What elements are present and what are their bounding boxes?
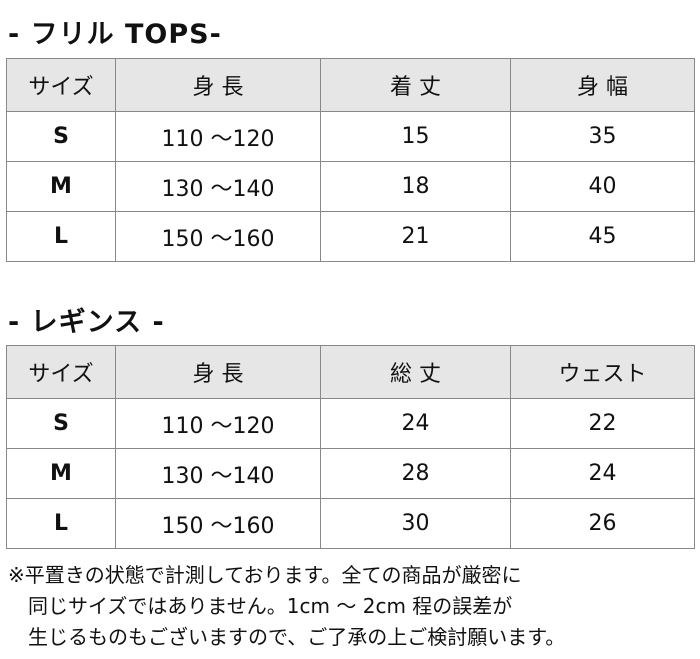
size-cell: L: [6, 211, 116, 262]
cell: 30: [320, 498, 511, 549]
note-line: ※平置きの状態で計測しております。全ての商品が厳密に: [8, 563, 522, 587]
table-row: S 110 ～120 15 35: [6, 111, 695, 162]
size-cell: S: [6, 398, 116, 449]
cell: 28: [320, 448, 511, 499]
cell: 22: [510, 398, 695, 449]
table-row: L 150 ～160 30 26: [6, 498, 695, 549]
header-cell: サイズ: [6, 58, 116, 112]
cell: 35: [510, 111, 695, 162]
header-cell: 着 丈: [320, 58, 511, 112]
cell: 18: [320, 161, 511, 212]
cell: 26: [510, 498, 695, 549]
note-line: 生じるものもございますので、ご了承の上ご検討願います。: [8, 625, 566, 649]
cell: 40: [510, 161, 695, 212]
table-row: M 130 ～140 18 40: [6, 161, 695, 212]
header-cell: ウェスト: [510, 345, 695, 399]
size-cell: M: [6, 161, 116, 212]
tops-title: - フリル TOPS-: [8, 19, 222, 50]
cell: 110 ～120: [115, 111, 321, 162]
cell: 15: [320, 111, 511, 162]
header-cell: 身 長: [115, 345, 321, 399]
cell: 24: [510, 448, 695, 499]
header-cell: サイズ: [6, 345, 116, 399]
cell: 24: [320, 398, 511, 449]
table-header-row: サイズ 身 長 着 丈 身 幅: [6, 58, 695, 112]
size-cell: S: [6, 111, 116, 162]
cell: 130 ～140: [115, 161, 321, 212]
table-header-row: サイズ 身 長 総 丈 ウェスト: [6, 345, 695, 399]
cell: 150 ～160: [115, 498, 321, 549]
cell: 110 ～120: [115, 398, 321, 449]
table-row: M 130 ～140 28 24: [6, 448, 695, 499]
table-row: L 150 ～160 21 45: [6, 211, 695, 262]
table-row: S 110 ～120 24 22: [6, 398, 695, 449]
note-line: 同じサイズではありません。1cm ～ 2cm 程の誤差が: [8, 594, 513, 618]
cell: 21: [320, 211, 511, 262]
size-cell: M: [6, 448, 116, 499]
cell: 45: [510, 211, 695, 262]
cell: 130 ～140: [115, 448, 321, 499]
size-cell: L: [6, 498, 116, 549]
header-cell: 身 長: [115, 58, 321, 112]
header-cell: 総 丈: [320, 345, 511, 399]
leggings-title: - レギンス -: [8, 307, 165, 338]
tops-size-table: サイズ 身 長 着 丈 身 幅 S 110 ～120 15 35 M 130 ～140 1…: [6, 58, 695, 262]
measurement-note: ※平置きの状態で計測しております。全ての商品が厳密に 同じサイズではありません。…: [8, 560, 565, 653]
header-cell: 身 幅: [510, 58, 695, 112]
cell: 150 ～160: [115, 211, 321, 262]
leggings-size-table: サイズ 身 長 総 丈 ウェスト S 110 ～120 24 22 M 130 ～140…: [6, 345, 695, 549]
